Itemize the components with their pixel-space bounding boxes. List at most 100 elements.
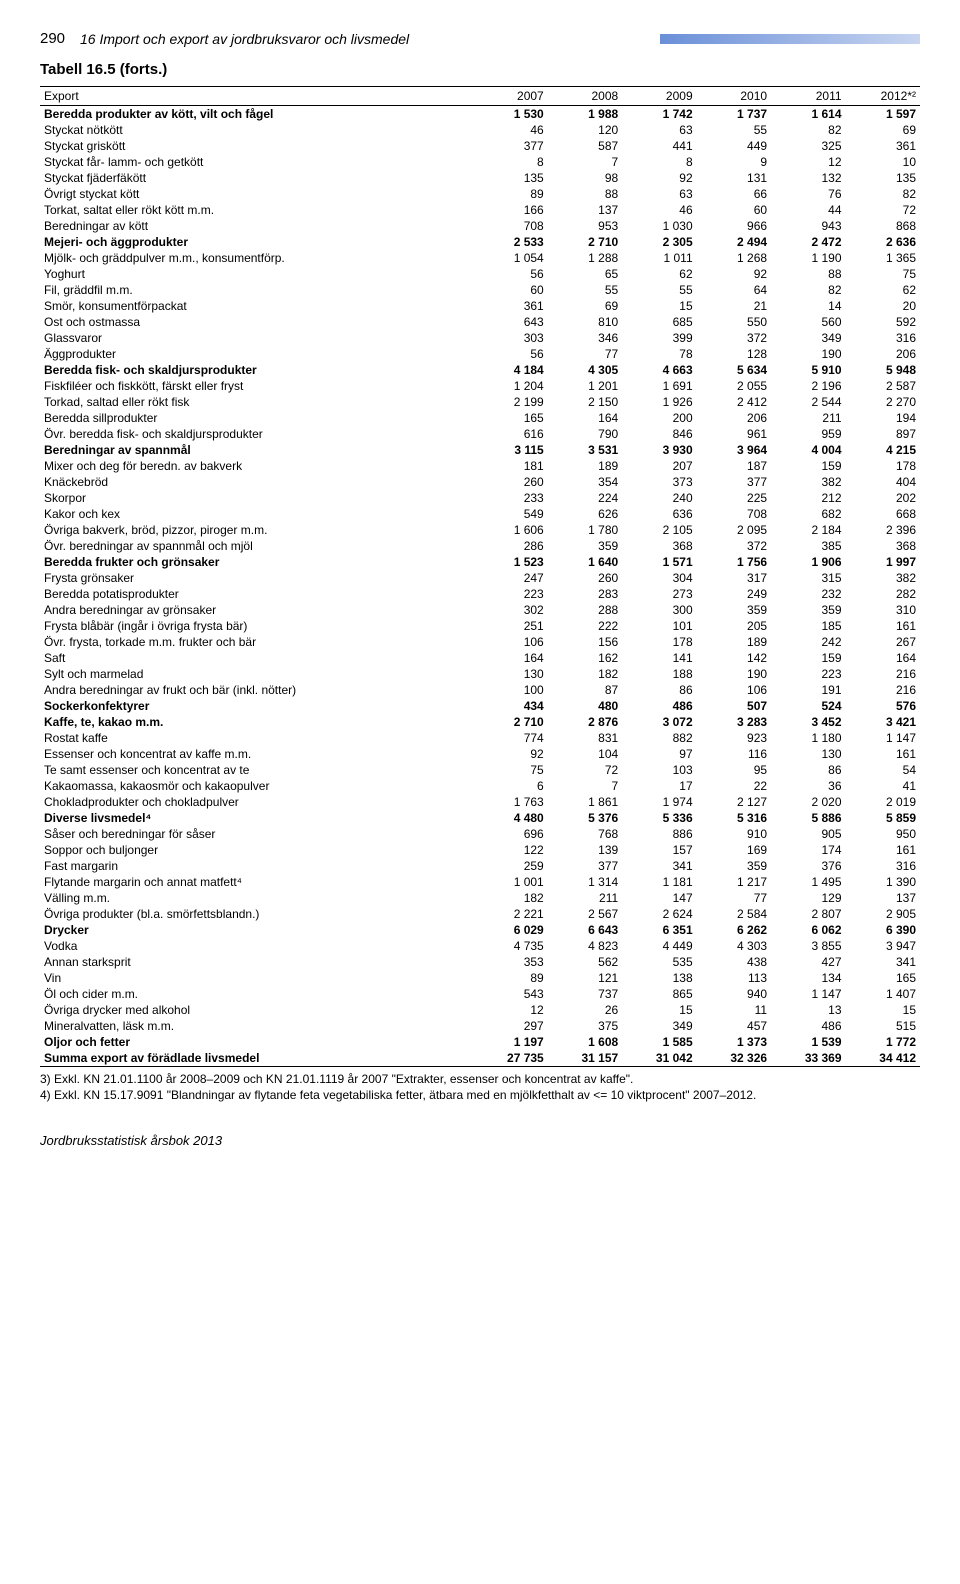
- table-row: Soppor och buljonger122139157169174161: [40, 842, 920, 858]
- cell-value: 104: [548, 746, 622, 762]
- cell-value: 200: [622, 410, 696, 426]
- cell-value: 2 584: [697, 906, 771, 922]
- cell-value: 3 115: [473, 442, 547, 458]
- table-row: Styckat griskött377587441449325361: [40, 138, 920, 154]
- table-row: Övriga drycker med alkohol122615111315: [40, 1002, 920, 1018]
- table-row: Mjölk- och gräddpulver m.m., konsumentfö…: [40, 250, 920, 266]
- row-label: Oljor och fetter: [40, 1034, 473, 1050]
- cell-value: 626: [548, 506, 622, 522]
- cell-value: 359: [697, 602, 771, 618]
- cell-value: 4 184: [473, 362, 547, 378]
- cell-value: 1 181: [622, 874, 696, 890]
- cell-value: 224: [548, 490, 622, 506]
- cell-value: 190: [771, 346, 845, 362]
- table-row: Styckat får- lamm- och getkött87891210: [40, 154, 920, 170]
- cell-value: 377: [697, 474, 771, 490]
- cell-value: 349: [622, 1018, 696, 1034]
- cell-value: 1 054: [473, 250, 547, 266]
- cell-value: 31 042: [622, 1050, 696, 1067]
- table-row: Beredningar av spannmål3 1153 5313 9303 …: [40, 442, 920, 458]
- cell-value: 315: [771, 570, 845, 586]
- cell-value: 349: [771, 330, 845, 346]
- cell-value: 240: [622, 490, 696, 506]
- cell-value: 434: [473, 698, 547, 714]
- cell-value: 9: [697, 154, 771, 170]
- col-header: 2011: [771, 87, 845, 106]
- cell-value: 346: [548, 330, 622, 346]
- table-header-row: Export 2007 2008 2009 2010 2011 2012*²: [40, 87, 920, 106]
- cell-value: 438: [697, 954, 771, 970]
- cell-value: 14: [771, 298, 845, 314]
- row-label: Övriga bakverk, bröd, pizzor, piroger m.…: [40, 522, 473, 538]
- cell-value: 302: [473, 602, 547, 618]
- cell-value: 427: [771, 954, 845, 970]
- row-label: Såser och beredningar för såser: [40, 826, 473, 842]
- cell-value: 616: [473, 426, 547, 442]
- table-row: Te samt essenser och koncentrat av te757…: [40, 762, 920, 778]
- cell-value: 449: [697, 138, 771, 154]
- cell-value: 191: [771, 682, 845, 698]
- cell-value: 368: [846, 538, 920, 554]
- row-label: Sockerkonfektyrer: [40, 698, 473, 714]
- row-label: Äggprodukter: [40, 346, 473, 362]
- row-label: Saft: [40, 650, 473, 666]
- cell-value: 1 030: [622, 218, 696, 234]
- cell-value: 166: [473, 202, 547, 218]
- table-row: Oljor och fetter1 1971 6081 5851 3731 53…: [40, 1034, 920, 1050]
- cell-value: 385: [771, 538, 845, 554]
- page-number: 290: [40, 30, 80, 47]
- cell-value: 2 905: [846, 906, 920, 922]
- table-row: Ost och ostmassa643810685550560592: [40, 314, 920, 330]
- table-row: Kaffe, te, kakao m.m.2 7102 8763 0723 28…: [40, 714, 920, 730]
- cell-value: 129: [771, 890, 845, 906]
- cell-value: 5 910: [771, 362, 845, 378]
- cell-value: 560: [771, 314, 845, 330]
- table-title: Tabell 16.5 (forts.): [40, 61, 920, 78]
- table-row: Öl och cider m.m.5437378659401 1471 407: [40, 986, 920, 1002]
- row-label: Smör, konsumentförpackat: [40, 298, 473, 314]
- row-label: Torkad, saltad eller rökt fisk: [40, 394, 473, 410]
- cell-value: 4 305: [548, 362, 622, 378]
- table-row: Flytande margarin och annat matfett⁴1 00…: [40, 874, 920, 890]
- table-row: Saft164162141142159164: [40, 650, 920, 666]
- row-label: Knäckebröd: [40, 474, 473, 490]
- cell-value: 1 571: [622, 554, 696, 570]
- cell-value: 5 316: [697, 810, 771, 826]
- cell-value: 1 691: [622, 378, 696, 394]
- cell-value: 5 336: [622, 810, 696, 826]
- cell-value: 1 756: [697, 554, 771, 570]
- cell-value: 790: [548, 426, 622, 442]
- cell-value: 26: [548, 1002, 622, 1018]
- row-label: Fast margarin: [40, 858, 473, 874]
- col-header: 2008: [548, 87, 622, 106]
- row-label: Andra beredningar av frukt och bär (inkl…: [40, 682, 473, 698]
- cell-value: 1 407: [846, 986, 920, 1002]
- cell-value: 44: [771, 202, 845, 218]
- cell-value: 359: [548, 538, 622, 554]
- row-label: Ost och ostmassa: [40, 314, 473, 330]
- cell-value: 225: [697, 490, 771, 506]
- cell-value: 1 597: [846, 106, 920, 123]
- cell-value: 82: [771, 282, 845, 298]
- cell-value: 4 823: [548, 938, 622, 954]
- row-label: Beredda sillprodukter: [40, 410, 473, 426]
- cell-value: 15: [846, 1002, 920, 1018]
- cell-value: 4 004: [771, 442, 845, 458]
- cell-value: 4 663: [622, 362, 696, 378]
- row-label: Rostat kaffe: [40, 730, 473, 746]
- row-label: Drycker: [40, 922, 473, 938]
- cell-value: 72: [548, 762, 622, 778]
- cell-value: 223: [771, 666, 845, 682]
- cell-value: 169: [697, 842, 771, 858]
- cell-value: 216: [846, 682, 920, 698]
- table-row: Beredda frukter och grönsaker1 5231 6401…: [40, 554, 920, 570]
- cell-value: 2 095: [697, 522, 771, 538]
- cell-value: 54: [846, 762, 920, 778]
- cell-value: 375: [548, 1018, 622, 1034]
- cell-value: 92: [473, 746, 547, 762]
- table-row: Knäckebröd260354373377382404: [40, 474, 920, 490]
- table-row: Essenser och koncentrat av kaffe m.m.921…: [40, 746, 920, 762]
- cell-value: 4 303: [697, 938, 771, 954]
- cell-value: 6 351: [622, 922, 696, 938]
- cell-value: 2 305: [622, 234, 696, 250]
